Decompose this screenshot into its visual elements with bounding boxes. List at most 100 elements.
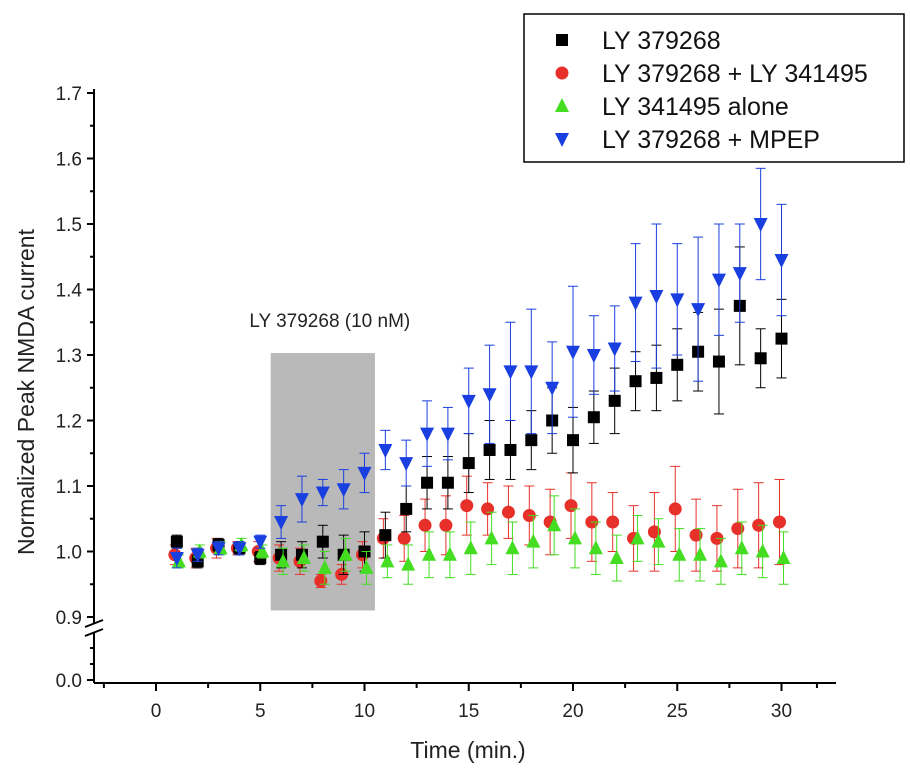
data-point xyxy=(732,267,747,282)
data-point xyxy=(649,290,664,305)
data-point xyxy=(378,443,393,458)
x-tick-label: 15 xyxy=(458,701,479,722)
data-point xyxy=(629,375,642,388)
data-point xyxy=(418,518,432,532)
data-point xyxy=(501,505,515,519)
y-tick-label: 1.4 xyxy=(56,281,83,302)
data-point xyxy=(587,411,600,424)
data-point xyxy=(255,543,270,558)
axis-tick-labels: 0.9 1.0 1.1 1.2 1.3 1.4 1.5 1.6 1.7 0.0 0 5 10 15 20 25… xyxy=(56,84,792,722)
data-point xyxy=(294,493,309,508)
data-point xyxy=(545,381,560,396)
data-point xyxy=(211,542,226,557)
data-point xyxy=(650,371,663,384)
data-point xyxy=(315,486,330,501)
y-tick-label: 1.6 xyxy=(56,150,82,171)
x-tick-label: 25 xyxy=(667,701,688,722)
legend-label: LY 379268 xyxy=(602,27,721,55)
y-tick-label: 1.7 xyxy=(56,84,82,105)
data-point xyxy=(609,550,624,565)
y-tick-label: 0.9 xyxy=(56,608,82,629)
data-point xyxy=(336,483,351,498)
x-tick-label: 10 xyxy=(354,701,375,722)
x-tick-label: 0 xyxy=(151,701,162,722)
legend: LY 379268 LY 379268 + LY 341495 LY 341495 … xyxy=(523,13,905,163)
plot-area xyxy=(168,167,791,589)
data-point xyxy=(689,528,703,542)
y-tick-label: 0.0 xyxy=(56,671,82,692)
data-point xyxy=(630,530,645,545)
data-point xyxy=(338,546,353,561)
legend-marker xyxy=(555,133,569,147)
data-point xyxy=(568,530,582,545)
data-point xyxy=(628,296,643,311)
data-point xyxy=(691,303,706,318)
treatment-label: LY 379268 (10 nM) xyxy=(249,311,410,332)
data-point xyxy=(731,522,745,536)
data-point xyxy=(169,552,184,567)
data-point xyxy=(566,345,580,360)
x-axis-title: Time (min.) xyxy=(410,737,525,763)
data-point xyxy=(668,502,682,516)
data-point xyxy=(484,530,499,545)
data-point xyxy=(190,548,205,563)
data-point xyxy=(400,502,413,515)
data-point xyxy=(461,394,476,409)
data-point xyxy=(525,434,538,447)
data-point xyxy=(564,499,578,513)
data-point xyxy=(379,529,392,542)
axis-ticks xyxy=(87,92,818,691)
data-point xyxy=(773,515,786,529)
data-point xyxy=(672,546,687,561)
data-point xyxy=(505,540,520,555)
data-point xyxy=(296,550,311,565)
data-point xyxy=(442,546,457,561)
axis-break-mark xyxy=(84,628,104,637)
data-point xyxy=(774,254,789,269)
data-point xyxy=(693,546,708,561)
data-point xyxy=(380,553,395,568)
data-point xyxy=(588,540,603,555)
axis-break-mark xyxy=(84,619,104,628)
legend-label: LY 379268 + LY 341495 xyxy=(602,60,868,88)
data-point xyxy=(775,332,788,345)
data-point xyxy=(463,540,478,555)
data-point xyxy=(671,358,684,371)
data-point xyxy=(274,516,289,531)
data-point xyxy=(753,218,768,232)
data-point xyxy=(460,499,474,513)
data-point xyxy=(755,543,770,558)
data-point xyxy=(422,546,437,561)
data-point xyxy=(462,457,475,470)
data-point xyxy=(401,556,416,571)
data-point xyxy=(314,574,328,588)
y-tick-label: 1.0 xyxy=(56,543,82,564)
data-point xyxy=(421,476,434,489)
data-point xyxy=(481,502,495,516)
data-point xyxy=(567,434,579,447)
data-point xyxy=(776,550,791,565)
data-point xyxy=(504,443,517,456)
data-point xyxy=(232,542,247,557)
data-point xyxy=(397,531,411,545)
data-point xyxy=(483,443,496,456)
data-point xyxy=(317,559,332,574)
series-1 xyxy=(168,465,786,589)
data-point xyxy=(441,476,454,489)
data-point xyxy=(526,533,541,548)
y-tick-label: 1.1 xyxy=(56,477,82,498)
legend-marker xyxy=(555,98,569,112)
data-point xyxy=(503,365,518,380)
legend-marker xyxy=(556,34,568,46)
data-point xyxy=(606,515,620,529)
series-0 xyxy=(170,246,788,575)
data-point xyxy=(399,457,414,472)
data-point xyxy=(359,559,374,574)
y-axis-title: Normalized Peak NMDA current xyxy=(13,228,39,555)
series-3 xyxy=(169,167,789,569)
data-point xyxy=(547,517,562,532)
data-point xyxy=(170,535,183,548)
legend-label: LY 379268 + MPEP xyxy=(602,126,820,154)
data-point xyxy=(276,553,291,568)
